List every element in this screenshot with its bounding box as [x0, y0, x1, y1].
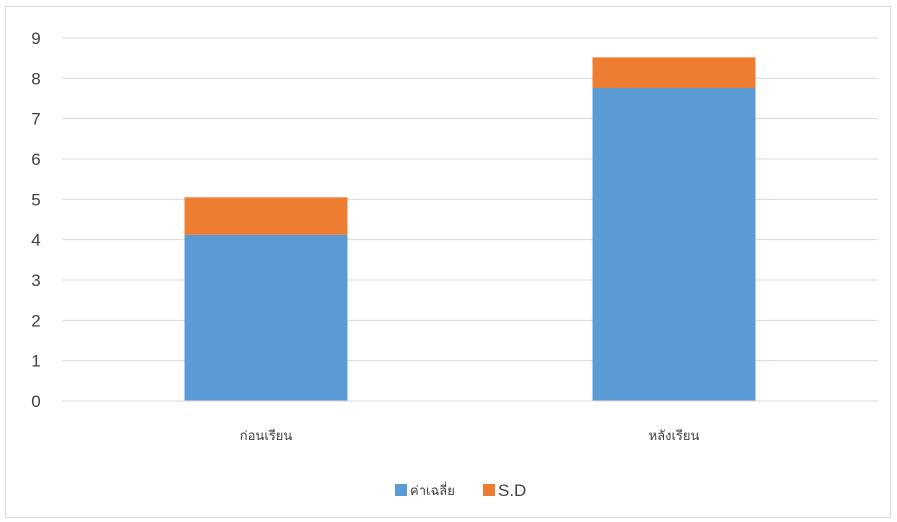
y-tick-label: 8	[31, 69, 40, 88]
y-tick-label: 4	[31, 231, 40, 250]
y-tick-label: 6	[31, 150, 40, 169]
y-tick-label: 0	[31, 392, 40, 411]
legend-label: ค่าเฉลี่ย	[410, 482, 455, 499]
bars	[184, 57, 756, 401]
y-axis-ticks: 0 1 2 3 4 5 6 7 8 9	[31, 29, 40, 411]
bar-segment-sd	[184, 197, 348, 235]
legend-swatch	[395, 484, 407, 496]
y-tick-label: 5	[31, 190, 40, 209]
bar-segment-sd	[592, 57, 756, 89]
y-tick-label: 2	[31, 311, 40, 330]
legend-swatch	[483, 484, 495, 496]
x-category-label: ก่อนเรียน	[240, 428, 293, 444]
gridlines	[62, 37, 878, 362]
legend-label: S.D	[498, 481, 526, 500]
bar-segment-mean	[592, 88, 756, 401]
y-tick-label: 1	[31, 352, 40, 371]
x-category-label: หลังเรียน	[649, 428, 700, 444]
legend: ค่าเฉลี่ย S.D	[395, 481, 526, 500]
y-tick-label: 7	[31, 110, 40, 129]
y-tick-label: 3	[31, 271, 40, 290]
x-axis-categories: ก่อนเรียน หลังเรียน	[240, 428, 700, 444]
bar-segment-mean	[184, 234, 348, 401]
y-tick-label: 9	[31, 29, 40, 48]
